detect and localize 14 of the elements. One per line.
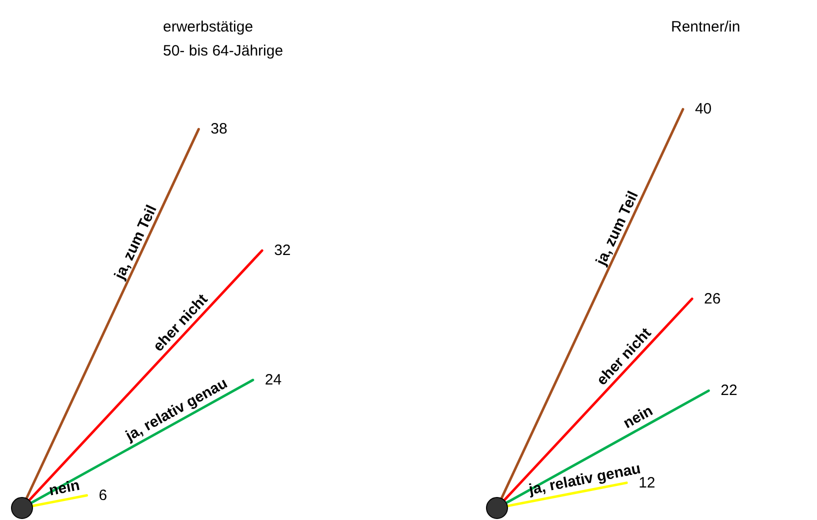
category-label: nein: [48, 476, 82, 500]
data-label: 24: [264, 372, 282, 389]
data-label: 26: [704, 290, 721, 308]
category-label: ja, zum Teil: [592, 188, 642, 269]
text: Rentner/in: [671, 18, 740, 36]
data-label: 32: [274, 242, 291, 260]
data-label: 40: [694, 100, 712, 118]
data-label: 38: [210, 120, 228, 138]
category-label: ja, zum Teil: [110, 202, 160, 283]
category-label: nein: [620, 402, 656, 432]
text: erwerbstätige 50- bis 64-Jährige: [163, 18, 284, 60]
data-label: 22: [720, 382, 738, 400]
data-label: 12: [638, 474, 656, 492]
data-label: 6: [98, 486, 108, 504]
